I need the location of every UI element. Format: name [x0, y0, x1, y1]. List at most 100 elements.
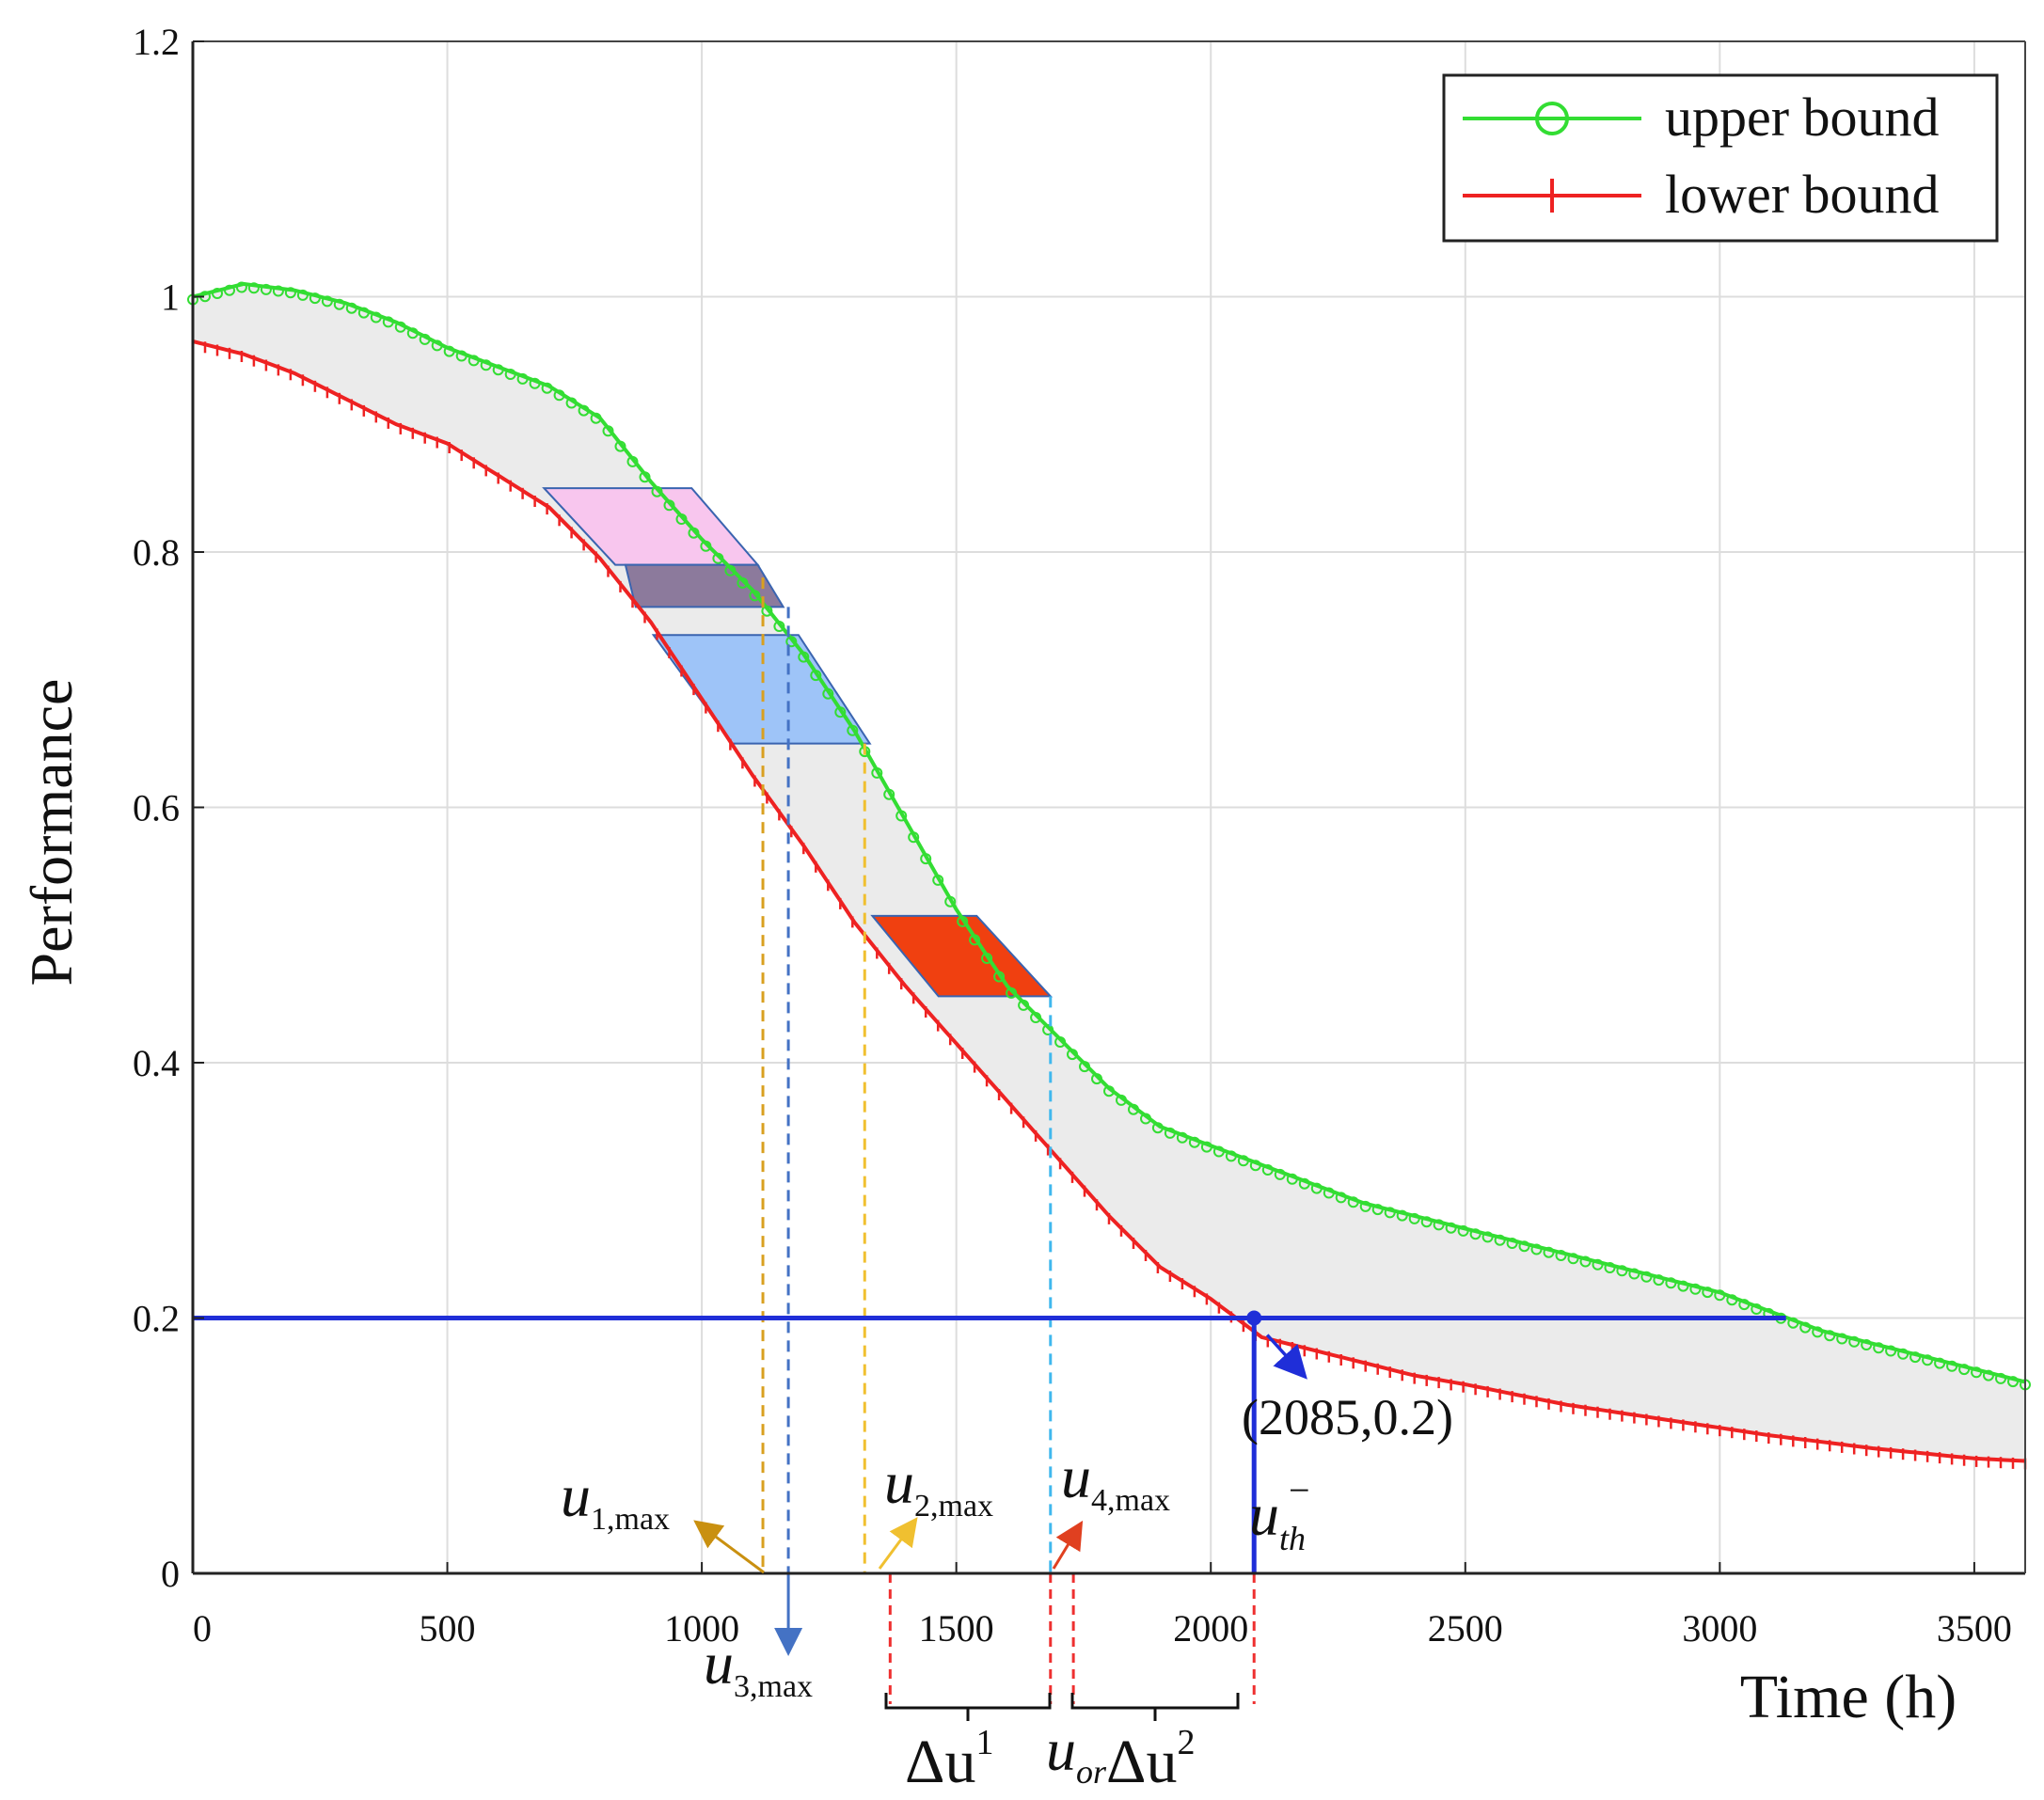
- axes-frame: [191, 40, 2026, 1575]
- upper-bound-marker: [724, 564, 737, 576]
- y-tick-label: 0.6: [133, 787, 180, 829]
- y-tick-label: 1: [161, 276, 180, 319]
- upper-bound-marker: [700, 540, 712, 552]
- upper-bound-marker: [1909, 1351, 1922, 1364]
- upper-bound-marker: [406, 327, 419, 339]
- upper-bound-marker: [614, 440, 626, 452]
- upper-bound-marker: [1604, 1262, 1616, 1273]
- upper-bound-marker: [382, 316, 394, 328]
- highlight-regions: [542, 487, 1054, 998]
- upper-bound-marker: [602, 425, 614, 437]
- upper-bound-marker: [981, 953, 993, 964]
- svg-text:Δu1: Δu1: [905, 1723, 993, 1796]
- legend: upper bound lower bound: [1442, 73, 1999, 243]
- upper-bound-marker: [810, 670, 822, 682]
- bracket-du1: [884, 1693, 1052, 1721]
- upper-bound-marker: [1494, 1234, 1506, 1246]
- upper-bound-marker: [834, 706, 847, 718]
- upper-bound-marker: [847, 724, 859, 736]
- y-tick-label: 1.2: [133, 21, 180, 63]
- u1-arrow: [693, 1520, 765, 1574]
- upper-bound-marker: [1030, 1012, 1042, 1023]
- upper-bound-marker: [626, 455, 639, 467]
- tick-labels: 0 500 1000 1500 2000 2500 3000 3500 0 0.2 0.4 0.6 0.…: [133, 21, 2012, 1650]
- legend-upper-marker: [1535, 102, 1569, 135]
- region-orange-red: [870, 914, 1054, 998]
- upper-bound-marker: [969, 934, 981, 946]
- upper-bound-marker: [1787, 1317, 1799, 1329]
- upper-bound-marker: [1665, 1277, 1677, 1289]
- du2-label: uorΔu2: [1046, 1716, 1195, 1796]
- upper-bound-marker: [235, 281, 247, 293]
- upper-bound-marker: [1897, 1348, 1909, 1360]
- upper-bound-marker: [798, 651, 810, 663]
- point-arrow: [1265, 1334, 1307, 1380]
- upper-bound-marker: [822, 687, 834, 700]
- u3-max-label: u3,max: [704, 1630, 813, 1704]
- upper-bound-marker: [1310, 1182, 1323, 1194]
- upper-bound-marker: [1848, 1335, 1861, 1348]
- upper-bound-marker: [883, 788, 895, 800]
- upper-bound-marker: [1885, 1345, 1897, 1357]
- upper-bound-marker: [1188, 1136, 1200, 1148]
- upper-bound-marker: [1530, 1243, 1543, 1255]
- upper-bound-marker: [895, 810, 908, 822]
- band-fill: [193, 283, 2025, 1461]
- upper-bound-marker: [1054, 1036, 1067, 1048]
- upper-bound-marker: [443, 345, 455, 357]
- upper-bound-marker: [1995, 1372, 2006, 1384]
- upper-bound-marker: [1689, 1283, 1702, 1295]
- upper-bound-marker: [370, 311, 382, 324]
- upper-bound-marker: [1151, 1122, 1164, 1134]
- upper-bound-marker: [920, 853, 932, 865]
- upper-bound-marker: [1799, 1321, 1812, 1334]
- upper-bound-marker: [284, 287, 296, 299]
- upper-bound-marker: [1971, 1366, 1983, 1379]
- upper-bound-marker: [431, 339, 443, 352]
- upper-bound-marker: [1726, 1294, 1738, 1306]
- upper-bound-marker: [1274, 1168, 1286, 1180]
- upper-bound-marker: [1079, 1061, 1090, 1073]
- upper-bound-marker: [1335, 1192, 1347, 1204]
- x-tick-label: 1000: [664, 1607, 739, 1650]
- upper-bound-marker: [1714, 1289, 1726, 1302]
- upper-bound-marker: [1824, 1330, 1836, 1342]
- region-blue: [651, 634, 872, 745]
- upper-bound-marker: [1116, 1094, 1127, 1106]
- upper-bound-marker: [1298, 1177, 1310, 1190]
- legend-box: [1442, 73, 1999, 243]
- upper-bound-marker: [260, 283, 272, 295]
- upper-bound-marker: [1286, 1173, 1298, 1185]
- upper-bound-marker: [516, 372, 529, 385]
- upper-bound-marker: [1579, 1255, 1592, 1268]
- upper-bound-marker: [944, 895, 957, 908]
- u1-max-label: u1,max: [561, 1462, 670, 1537]
- upper-bound-marker: [1018, 999, 1030, 1011]
- upper-bound-marker: [1384, 1207, 1396, 1219]
- upper-bound-marker: [212, 288, 223, 299]
- upper-bound-marker: [321, 295, 333, 308]
- upper-bound-marker: [541, 382, 553, 394]
- upper-bound-marker: [1482, 1231, 1494, 1243]
- upper-bound-marker: [309, 292, 321, 305]
- upper-bound-marker: [1433, 1219, 1445, 1231]
- svg-text:u3,max: u3,max: [704, 1630, 813, 1704]
- svg-text:uorΔu2: uorΔu2: [1046, 1716, 1195, 1796]
- vertical-guide-lines: [761, 577, 1257, 1704]
- upper-bound-marker: [578, 404, 590, 417]
- upper-bound-marker: [1543, 1246, 1555, 1258]
- upper-bound-marker: [1164, 1127, 1176, 1139]
- point-2085: [1246, 1310, 1262, 1326]
- upper-bound-marker: [1212, 1145, 1225, 1158]
- upper-bound-marker: [1103, 1085, 1115, 1097]
- upper-bound-marker: [1751, 1303, 1763, 1315]
- upper-bound-marker: [1420, 1216, 1433, 1228]
- upper-bound-marker: [345, 302, 357, 314]
- x-tick-label: 2500: [1428, 1607, 1503, 1650]
- upper-bound-marker: [871, 766, 883, 779]
- svg-text:−: −: [1289, 1469, 1310, 1511]
- svg-text:uth: uth: [1249, 1481, 1306, 1557]
- upper-bound-marker: [1067, 1049, 1078, 1061]
- u2-arrow: [878, 1517, 918, 1570]
- upper-bound-marker: [1445, 1222, 1457, 1234]
